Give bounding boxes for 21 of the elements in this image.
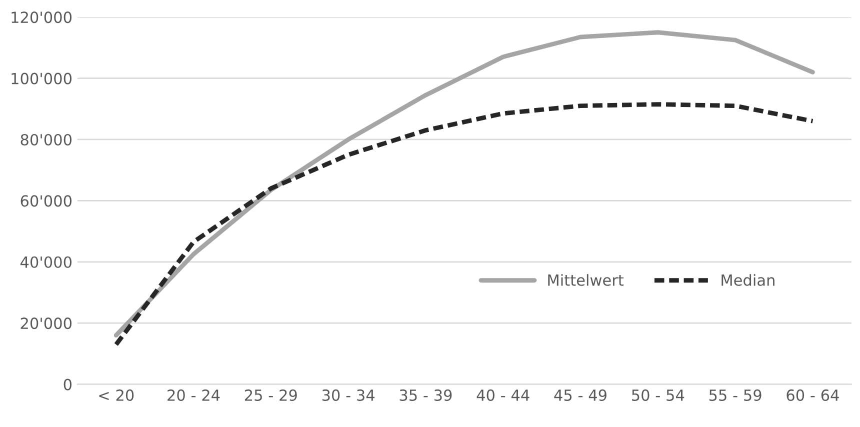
x-tick-label: 45 - 49 xyxy=(554,389,606,401)
y-tick-label: 0 xyxy=(64,378,72,390)
x-tick-label: 25 - 29 xyxy=(244,389,297,401)
x-tick-label: 60 - 64 xyxy=(786,389,839,401)
x-tick-label: < 20 xyxy=(99,389,134,401)
x-tick-label: 55 - 59 xyxy=(709,389,762,401)
y-tick-label: 40'000 xyxy=(20,256,72,268)
x-tick-label: 30 - 34 xyxy=(322,389,374,401)
line-series xyxy=(114,102,815,347)
y-tick-label: 80'000 xyxy=(20,134,72,146)
y-tick-label: 120'000 xyxy=(12,12,72,24)
x-tick-label: 20 - 24 xyxy=(168,389,220,401)
x-tick-label: 35 - 39 xyxy=(400,389,452,401)
legend-label: Median xyxy=(722,274,774,286)
line-series xyxy=(114,30,815,338)
y-tick-label: 20'000 xyxy=(20,318,72,330)
x-tick-label: 40 - 44 xyxy=(476,389,530,401)
legend-label: Mittelwert xyxy=(548,274,624,286)
y-tick-label: 60'000 xyxy=(20,195,72,207)
x-tick-label: 50 - 54 xyxy=(632,389,684,401)
y-tick-label: 100'000 xyxy=(12,72,72,84)
